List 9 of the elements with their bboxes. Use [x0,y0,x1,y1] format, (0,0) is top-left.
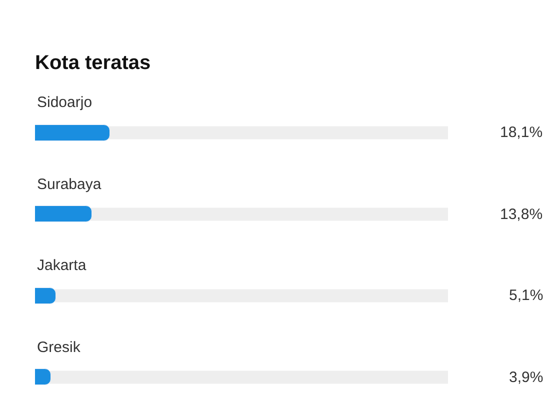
data-label: 5,1% [509,287,544,304]
data-label: 18,1% [500,124,543,141]
y-tick-label: Surabaya [37,176,102,193]
y-tick-label: Gresik [37,339,81,356]
y-tick-label: Sidoarjo [37,94,92,111]
data-label: 13,8% [500,206,543,223]
chart-title: Kota teratas [35,52,151,74]
y-tick-label: Jakarta [37,257,87,274]
data-label: 3,9% [509,369,544,386]
